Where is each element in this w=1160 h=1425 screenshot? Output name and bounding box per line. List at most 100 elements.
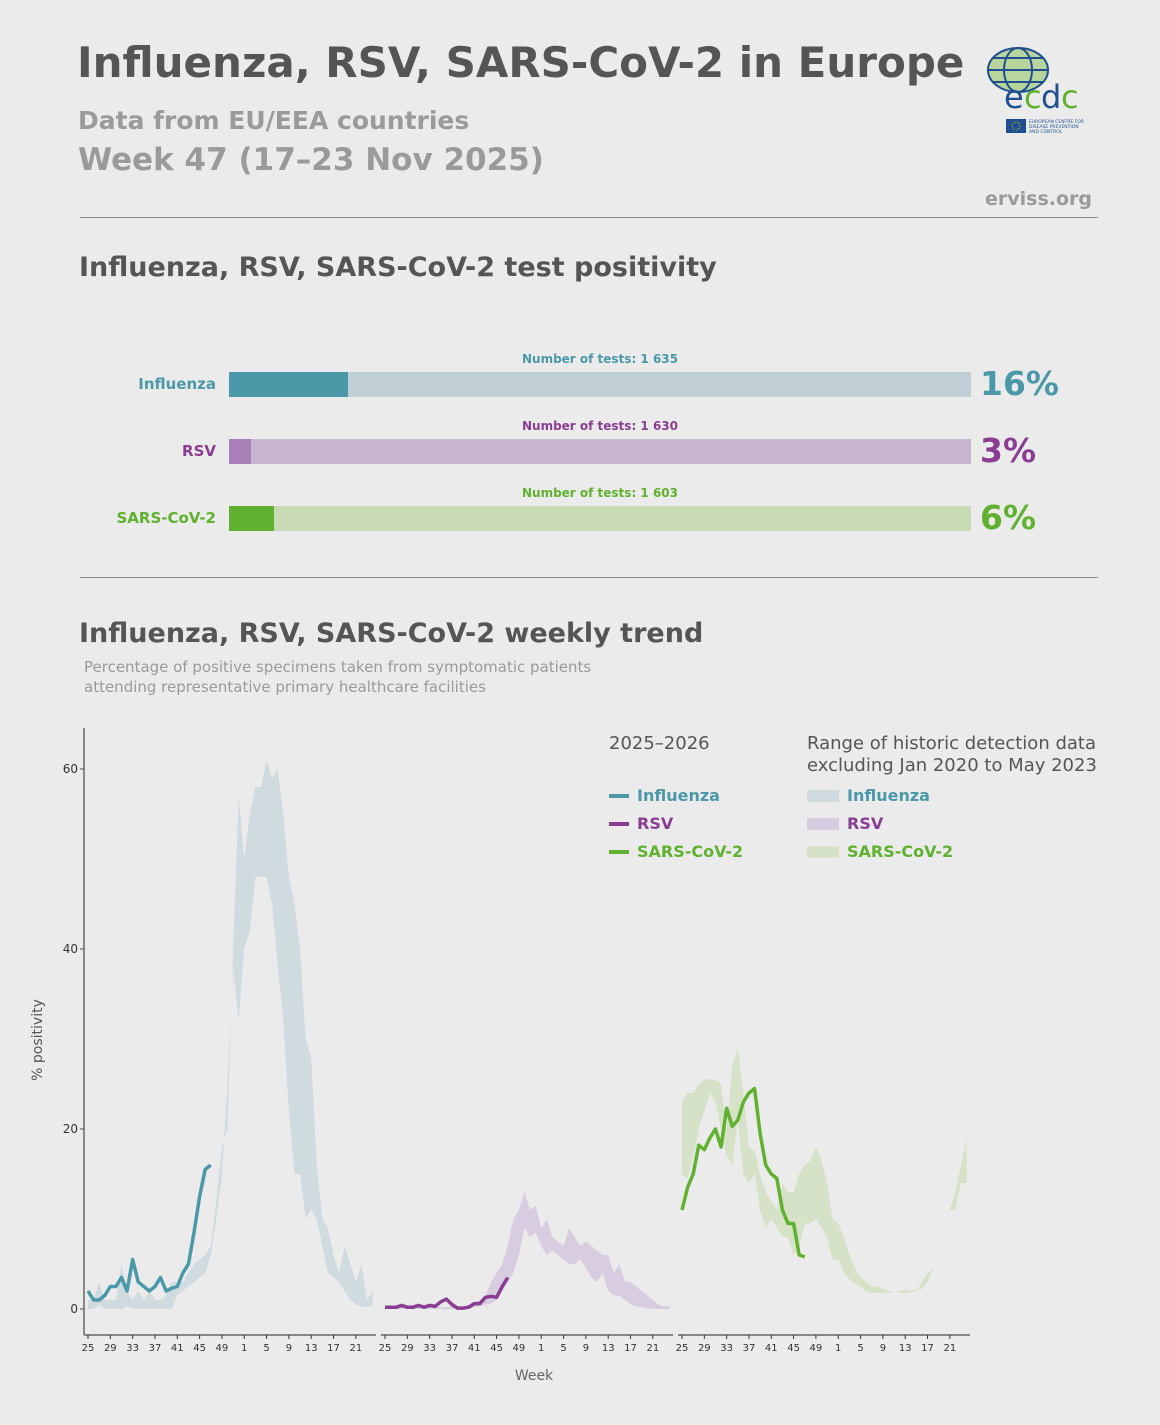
svg-text:c: c bbox=[1024, 78, 1042, 116]
legend-label: Influenza bbox=[637, 786, 720, 805]
historic-range-band bbox=[682, 1048, 967, 1293]
page-subtitle: Data from EU/EEA countries bbox=[78, 106, 470, 135]
x-tick-label: 29 bbox=[698, 1343, 711, 1354]
legend-label: RSV bbox=[847, 814, 884, 833]
x-tick-label: 1 bbox=[538, 1343, 544, 1354]
x-tick-label: 5 bbox=[857, 1343, 863, 1354]
svg-text:EUROPEAN CENTRE FOR: EUROPEAN CENTRE FOR bbox=[1029, 119, 1084, 125]
legend-range-title: Range of historic detection data excludi… bbox=[807, 733, 1097, 777]
x-tick-label: 17 bbox=[624, 1343, 637, 1354]
page-title: Influenza, RSV, SARS-CoV-2 in Europe bbox=[77, 38, 965, 87]
legend-range-title-line2: excluding Jan 2020 to May 2023 bbox=[807, 755, 1097, 776]
x-tick-label: 13 bbox=[899, 1343, 912, 1354]
y-tick-label: 40 bbox=[63, 942, 78, 956]
divider bbox=[80, 217, 1098, 218]
positivity-value: 16% bbox=[980, 364, 1059, 403]
x-tick-label: 5 bbox=[560, 1343, 566, 1354]
week-label: Week 47 (17–23 Nov 2025) bbox=[78, 142, 544, 178]
legend-range-item: Influenza bbox=[807, 786, 930, 805]
x-tick-label: 25 bbox=[379, 1343, 392, 1354]
x-tick-label: 17 bbox=[921, 1343, 934, 1354]
x-tick-label: 5 bbox=[263, 1343, 269, 1354]
divider bbox=[80, 577, 1098, 578]
legend-band-swatch bbox=[807, 845, 839, 858]
x-tick-label: 25 bbox=[82, 1343, 95, 1354]
legend-line-swatch bbox=[609, 849, 629, 854]
x-tick-label: 33 bbox=[423, 1343, 436, 1354]
legend-range-item: SARS-CoV-2 bbox=[807, 842, 953, 861]
svg-text:d: d bbox=[1041, 78, 1061, 116]
x-tick-label: 45 bbox=[490, 1343, 503, 1354]
globe-icon: e c d c EUROPEAN CENTRE FOR DISEASE PREV… bbox=[987, 47, 1084, 135]
x-tick-label: 29 bbox=[401, 1343, 414, 1354]
positivity-value: 6% bbox=[980, 498, 1037, 537]
x-tick-label: 45 bbox=[787, 1343, 800, 1354]
positivity-heading: Influenza, RSV, SARS-CoV-2 test positivi… bbox=[79, 252, 717, 283]
svg-text:c: c bbox=[1061, 78, 1079, 116]
x-tick-label: 21 bbox=[349, 1343, 362, 1354]
x-tick-label: 41 bbox=[765, 1343, 778, 1354]
bar-label: RSV bbox=[182, 442, 216, 460]
legend-line-swatch bbox=[609, 793, 629, 798]
x-tick-label: 9 bbox=[880, 1343, 886, 1354]
svg-text:DISEASE PREVENTION: DISEASE PREVENTION bbox=[1029, 124, 1079, 130]
x-tick-label: 1 bbox=[835, 1343, 841, 1354]
ecdc-logo: e c d c EUROPEAN CENTRE FOR DISEASE PREV… bbox=[984, 44, 1088, 140]
historic-range-band bbox=[88, 760, 373, 1309]
trend-heading: Influenza, RSV, SARS-CoV-2 weekly trend bbox=[79, 618, 704, 649]
x-tick-label: 13 bbox=[305, 1343, 318, 1354]
trend-note: Percentage of positive specimens taken f… bbox=[84, 657, 591, 697]
svg-text:AND CONTROL: AND CONTROL bbox=[1029, 129, 1063, 135]
legend-range-item: RSV bbox=[807, 814, 883, 833]
y-tick-label: 60 bbox=[63, 762, 78, 776]
x-tick-label: 37 bbox=[743, 1343, 756, 1354]
x-tick-label: 21 bbox=[646, 1343, 659, 1354]
x-tick-label: 21 bbox=[943, 1343, 956, 1354]
x-tick-label: 37 bbox=[446, 1343, 459, 1354]
y-axis-label: % positivity bbox=[30, 999, 46, 1081]
x-tick-label: 49 bbox=[810, 1343, 823, 1354]
x-tick-label: 1 bbox=[241, 1343, 247, 1354]
positivity-bar-track bbox=[229, 372, 971, 397]
number-of-tests: Number of tests: 1 635 bbox=[521, 352, 678, 366]
legend-line-swatch bbox=[609, 821, 629, 826]
site-link[interactable]: erviss.org bbox=[984, 188, 1092, 210]
x-tick-label: 49 bbox=[216, 1343, 229, 1354]
legend-band-swatch bbox=[807, 817, 839, 830]
number-of-tests: Number of tests: 1 603 bbox=[521, 486, 678, 500]
legend-current-item: RSV bbox=[609, 814, 673, 833]
svg-text:e: e bbox=[1004, 78, 1024, 116]
legend-label: SARS-CoV-2 bbox=[847, 842, 954, 861]
positivity-bar-fill bbox=[229, 506, 274, 531]
x-tick-label: 41 bbox=[171, 1343, 184, 1354]
x-tick-label: 29 bbox=[104, 1343, 117, 1354]
legend-label: RSV bbox=[637, 814, 674, 833]
legend-label: Influenza bbox=[847, 786, 930, 805]
positivity-bar-fill bbox=[229, 372, 348, 397]
positivity-bar-track bbox=[229, 506, 971, 531]
x-tick-label: 33 bbox=[720, 1343, 733, 1354]
trend-note-line1: Percentage of positive specimens taken f… bbox=[84, 658, 592, 676]
x-tick-label: 9 bbox=[286, 1343, 292, 1354]
y-tick-label: 20 bbox=[63, 1122, 78, 1136]
legend-band-swatch bbox=[807, 789, 839, 802]
x-tick-label: 37 bbox=[149, 1343, 162, 1354]
x-axis-label: Week bbox=[515, 1368, 554, 1384]
positivity-bar-track bbox=[229, 439, 971, 464]
number-of-tests: Number of tests: 1 630 bbox=[521, 419, 678, 433]
trend-note-line2: attending representative primary healthc… bbox=[84, 678, 486, 696]
historic-range-band bbox=[385, 1192, 670, 1309]
legend-current-item: SARS-CoV-2 bbox=[609, 842, 743, 861]
legend-current-title: 2025–2026 bbox=[609, 733, 710, 754]
bar-label: SARS-CoV-2 bbox=[116, 509, 217, 527]
legend-label: SARS-CoV-2 bbox=[637, 842, 744, 861]
x-tick-label: 45 bbox=[193, 1343, 206, 1354]
x-tick-label: 33 bbox=[126, 1343, 139, 1354]
x-tick-label: 13 bbox=[602, 1343, 615, 1354]
legend-current-item: Influenza bbox=[609, 786, 720, 805]
legend-range-title-line1: Range of historic detection data bbox=[807, 733, 1096, 754]
x-tick-label: 41 bbox=[468, 1343, 481, 1354]
bar-label: Influenza bbox=[138, 375, 216, 393]
